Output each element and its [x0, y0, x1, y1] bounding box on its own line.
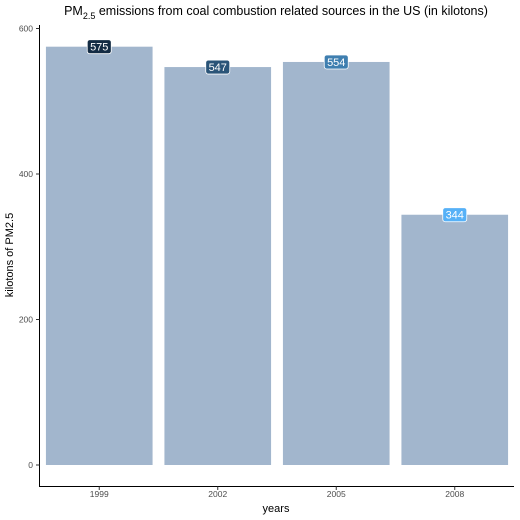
bar — [45, 46, 153, 465]
x-tick-label: 2008 — [445, 489, 464, 499]
bar — [164, 67, 272, 466]
chart-title-main: PM — [64, 4, 83, 18]
data-label-box — [86, 39, 112, 55]
y-tick-label: 200 — [19, 315, 33, 325]
y-tick-label: 600 — [19, 24, 33, 34]
x-tick-label: 2005 — [327, 489, 346, 499]
data-label: 554 — [327, 57, 345, 69]
y-tick-label: 400 — [19, 169, 33, 179]
data-label: 344 — [446, 210, 464, 222]
y-axis-title: kilotons of PM2.5 — [4, 213, 16, 297]
chart-title-subscript: 2.5 — [83, 11, 96, 21]
x-tick-label: 1999 — [90, 489, 109, 499]
bar — [282, 61, 390, 466]
data-label-box — [442, 207, 468, 223]
y-tick-label: 0 — [28, 460, 33, 470]
data-label: 547 — [209, 62, 227, 74]
x-tick-label: 2002 — [208, 489, 227, 499]
data-label: 575 — [90, 42, 108, 54]
data-label-box — [205, 59, 231, 75]
chart-title: PM2.5 emissions from coal combustion rel… — [64, 4, 488, 21]
x-axis-title: years — [263, 503, 290, 515]
data-label-box — [323, 54, 349, 70]
chart-title-rest: emissions from coal combustion related s… — [95, 4, 488, 18]
bar — [401, 214, 509, 465]
plot-area: 575 547 554 344 — [45, 39, 509, 466]
